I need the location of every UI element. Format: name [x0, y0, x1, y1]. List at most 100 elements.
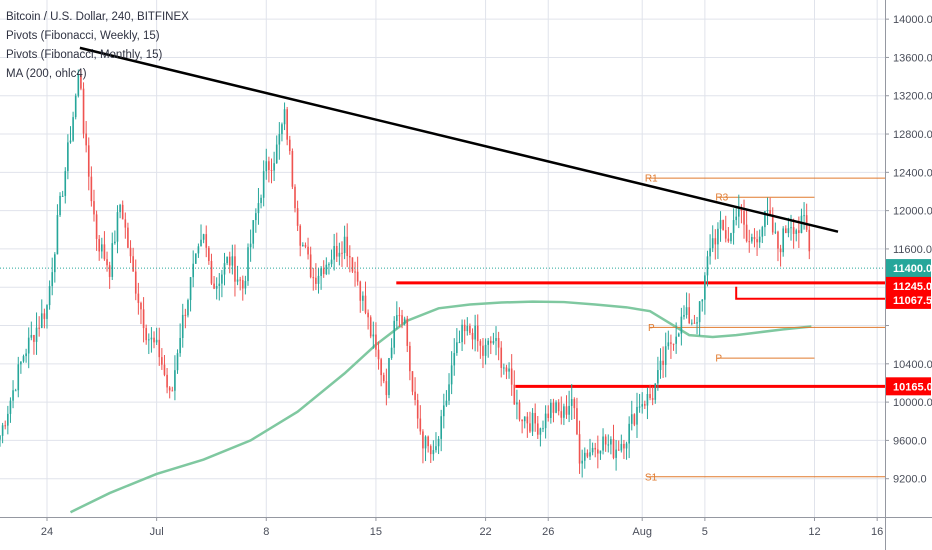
candle-body	[401, 315, 403, 324]
candle-body	[278, 134, 281, 145]
candle-body	[163, 364, 166, 375]
candle	[722, 219, 724, 231]
candle	[406, 315, 409, 353]
candle	[171, 386, 174, 392]
candle	[80, 69, 82, 91]
candle	[372, 321, 375, 349]
candle-body	[359, 281, 362, 301]
candle-body	[604, 436, 607, 445]
pivot-label: R3	[715, 193, 728, 204]
candle	[25, 348, 27, 363]
candle-body	[111, 243, 114, 277]
candle-body	[234, 256, 236, 282]
candle-body	[35, 327, 38, 342]
candle	[790, 214, 792, 241]
level-badge-11245-bg	[886, 276, 931, 295]
candle-body	[294, 186, 296, 209]
candle-body	[782, 228, 784, 253]
candle	[158, 327, 161, 366]
level-badge-11245: 11245.0	[886, 276, 932, 295]
candle	[651, 386, 654, 406]
candle	[77, 69, 80, 98]
candle-body	[717, 228, 719, 245]
candle	[714, 229, 717, 260]
chart-legend: Bitcoin / U.S. Dollar, 240, BITFINEX Piv…	[6, 8, 189, 84]
x-tick-label: 26	[542, 526, 554, 538]
candle-body	[140, 302, 142, 310]
candle	[510, 354, 513, 396]
candle-body	[474, 325, 476, 340]
candle-body	[265, 161, 268, 172]
candle-body	[771, 214, 774, 233]
candle-body	[550, 402, 552, 418]
candle	[48, 280, 51, 310]
candle-body	[48, 286, 51, 306]
candle-body	[127, 227, 129, 248]
candle-body	[784, 228, 787, 234]
candle-body	[328, 264, 330, 266]
candle-body	[685, 307, 688, 315]
ma-label[interactable]: MA (200, ohlc4)	[6, 68, 87, 80]
candle-body	[56, 215, 59, 255]
candle-body	[516, 402, 518, 405]
candle-body	[372, 334, 375, 337]
candle	[35, 312, 38, 355]
candle	[782, 226, 784, 257]
candle-body	[87, 145, 90, 177]
candle	[147, 333, 150, 355]
candle	[583, 447, 586, 469]
candle	[424, 435, 427, 462]
candle	[536, 415, 539, 439]
candle	[275, 135, 278, 164]
candle-body	[181, 314, 184, 338]
candle	[735, 205, 738, 226]
candle	[166, 367, 168, 394]
candle	[38, 316, 40, 337]
candle-body	[630, 414, 633, 424]
candle	[137, 282, 140, 315]
candle	[283, 102, 286, 131]
pivots-monthly-label[interactable]: Pivots (Fibonacci, Monthly, 15)	[6, 49, 163, 61]
candle-body	[644, 404, 646, 406]
candle	[176, 349, 179, 374]
candle-body	[602, 436, 604, 451]
candle-body	[607, 444, 610, 446]
candle-body	[523, 416, 526, 422]
candle-body	[291, 151, 294, 187]
candle-body	[390, 347, 393, 359]
candle	[453, 338, 456, 376]
candle-body	[432, 450, 435, 455]
candle	[693, 314, 696, 324]
candle	[304, 242, 307, 249]
candle-body	[236, 279, 239, 282]
candle	[667, 330, 670, 350]
candle-body	[247, 247, 249, 282]
candle-body	[589, 452, 591, 457]
y-tick-label: 11600.0	[893, 244, 932, 256]
candle	[599, 450, 602, 460]
candle	[662, 346, 664, 378]
candle-body	[547, 413, 550, 418]
symbol-title[interactable]: Bitcoin / U.S. Dollar, 240, BITFINEX	[6, 11, 189, 23]
candle	[479, 339, 482, 359]
pivots-weekly-label[interactable]: Pivots (Fibonacci, Weekly, 15)	[6, 30, 160, 42]
candle-body	[450, 365, 453, 385]
candle-body	[623, 443, 625, 449]
candle-body	[610, 439, 612, 445]
level-badge-11067-text: 11067.5	[893, 295, 932, 307]
candle-body	[108, 265, 111, 277]
candle-body	[150, 337, 153, 340]
candle-body	[257, 203, 260, 214]
candle-body	[354, 271, 356, 273]
candle-body	[369, 317, 372, 337]
candle	[432, 440, 435, 461]
candle-body	[667, 342, 670, 347]
trendline-line	[79, 46, 839, 233]
candle	[231, 244, 234, 275]
candle-body	[427, 436, 429, 447]
candle	[534, 403, 536, 432]
candle	[450, 351, 453, 395]
candle-body	[30, 334, 33, 338]
candle	[27, 327, 30, 369]
